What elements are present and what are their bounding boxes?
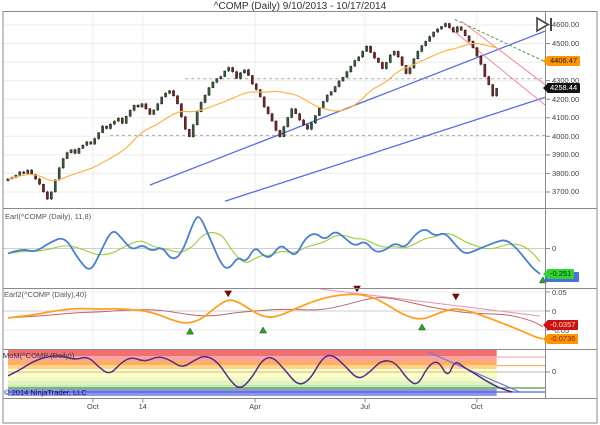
chart-title: ^COMP (Daily) 9/10/2013 - 10/17/2014 <box>213 1 387 12</box>
earl-value-badge: -0.251 <box>542 268 575 279</box>
y-tick-label: 4200.00 <box>552 94 580 104</box>
x-tick-label: Oct <box>470 402 483 411</box>
x-tick-label: Oct <box>87 402 99 411</box>
x-tick-label: Jul <box>360 402 370 411</box>
y-tick-label: 0 <box>552 367 557 377</box>
y-tick-label: 3700.00 <box>552 187 580 197</box>
panel-label-mom: MoM(^COMP (Daily)) <box>3 351 75 360</box>
earl2-signal-value-badge: -0.0357 <box>542 319 579 330</box>
y-tick-label: 4300.00 <box>552 76 580 86</box>
panel-label-earl2: Earl2(^COMP (Daily),40) <box>4 290 87 299</box>
y-tick-label: 0.05 <box>552 287 567 297</box>
y-tick-label: 0 <box>552 244 557 253</box>
go-to-end-icon[interactable] <box>534 16 556 33</box>
x-tick-label: Apr <box>249 402 261 411</box>
copyright-text: © 2014 NinjaTrader, LLC <box>4 388 87 397</box>
y-tick-label: 0 <box>552 306 557 316</box>
y-tick-label: 4500.00 <box>552 39 580 49</box>
y-tick-label: -0.05 <box>552 325 570 335</box>
panel-label-earl: Earl(^COMP (Daily), 11,8) <box>5 212 92 221</box>
y-tick-label: 3900.00 <box>552 150 580 160</box>
y-tick-label: 4600.00 <box>552 20 580 30</box>
ma-value-badge: 4406.47 <box>542 55 581 66</box>
y-tick-label: 4100.00 <box>552 113 580 123</box>
x-tick-label: 14 <box>138 402 147 411</box>
y-tick-label: 3800.00 <box>552 168 580 178</box>
earl2-value-badge: -0.0736 <box>542 333 579 344</box>
last-price-badge: 4258.44 <box>542 83 581 94</box>
y-tick-label: 4000.00 <box>552 131 580 141</box>
